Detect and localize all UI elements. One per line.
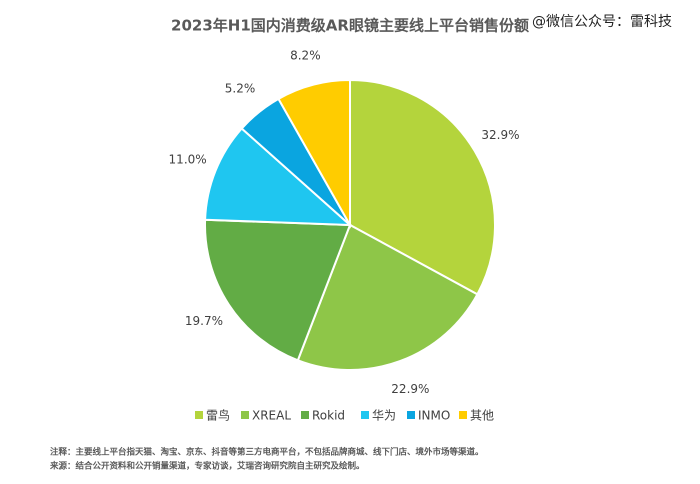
data-label: 11.0%	[169, 152, 207, 166]
legend-swatch	[361, 411, 369, 419]
note: 来源：结合公开资料和公开销量渠道，专家访谈，艾瑞咨询研究院自主研究及绘制。	[49, 461, 365, 472]
chart-title: 2023年H1国内消费级AR眼镜主要线上平台销售份额	[171, 17, 529, 35]
legend-label: 雷鸟	[206, 408, 230, 423]
pie-slice	[204, 127, 353, 227]
legend-swatch	[241, 411, 249, 419]
legend-label: Rokid	[312, 409, 345, 423]
pie-slice	[349, 78, 496, 296]
data-label: 32.9%	[481, 128, 519, 142]
note: 注释：主要线上平台指天猫、淘宝、京东、抖音等第三方电商平台，不包括品牌商城、线下…	[50, 447, 484, 458]
legend-swatch	[195, 411, 203, 419]
legend-swatch	[407, 411, 415, 419]
legend-swatch	[459, 411, 467, 419]
legend-label: 华为	[372, 409, 396, 423]
watermark: @微信公众号：雷科技	[532, 14, 672, 30]
data-label: 19.7%	[185, 314, 223, 328]
data-label: 22.9%	[391, 382, 429, 396]
pie-slice	[296, 223, 479, 371]
data-label: 5.2%	[225, 81, 256, 95]
legend-label: 其他	[470, 409, 494, 423]
pie-slice	[204, 218, 352, 362]
pie-slice	[277, 78, 351, 229]
legend-label: INMO	[418, 409, 450, 423]
data-label: 8.2%	[290, 48, 321, 62]
legend-swatch	[301, 411, 309, 419]
legend-label: XREAL	[252, 409, 291, 423]
